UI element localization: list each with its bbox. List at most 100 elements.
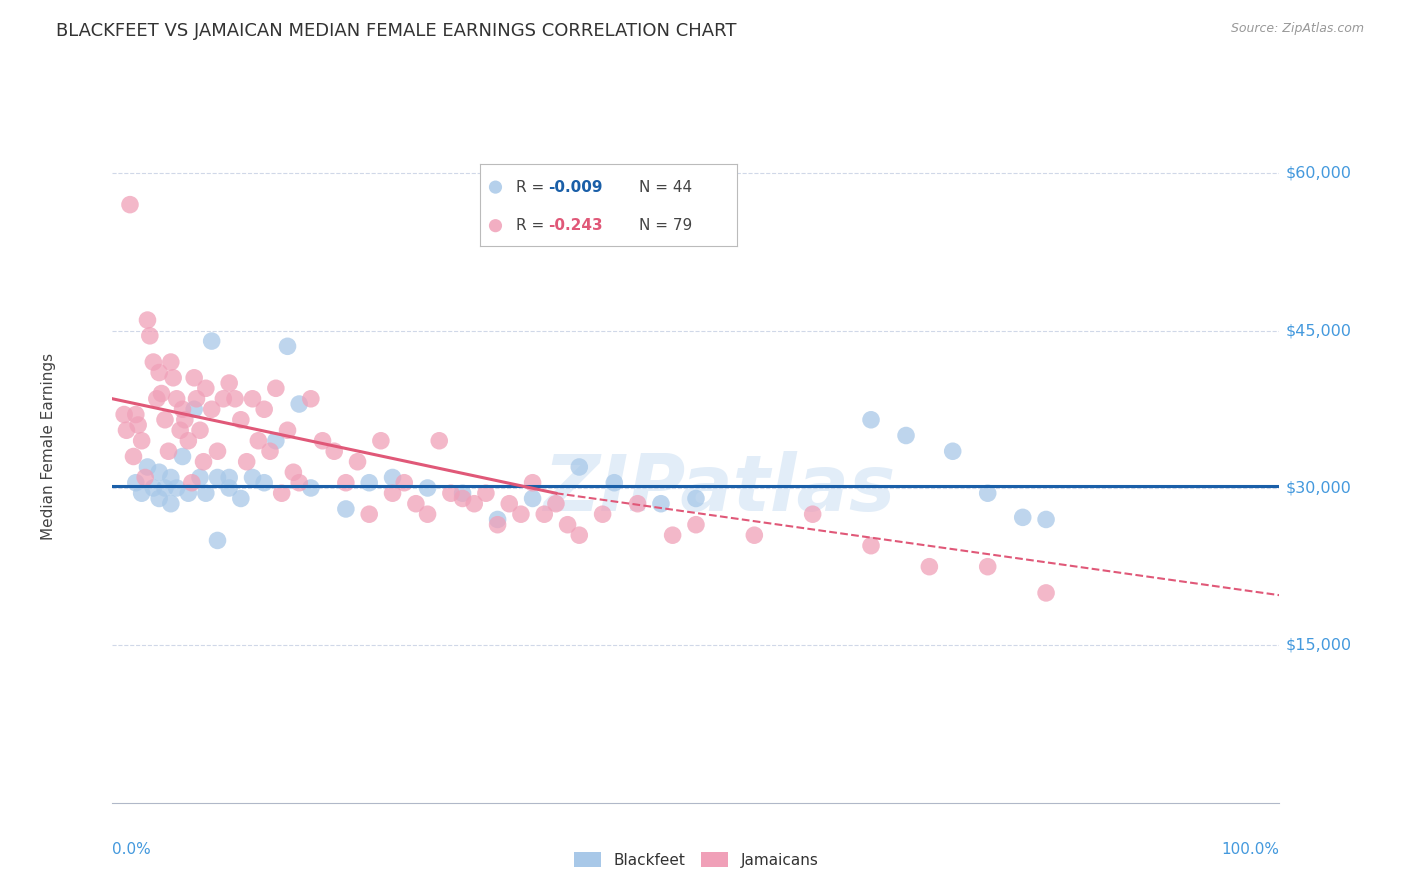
Point: [142, 355, 165, 369]
Point: [685, 491, 707, 506]
Point: [283, 465, 305, 479]
Point: [942, 444, 965, 458]
Point: [253, 402, 276, 417]
Point: [370, 434, 392, 448]
Point: [311, 434, 333, 448]
Point: [183, 371, 205, 385]
Text: N = 44: N = 44: [640, 179, 692, 194]
Point: [153, 481, 176, 495]
Point: [259, 444, 281, 458]
Point: [359, 475, 381, 490]
Point: [522, 475, 544, 490]
Point: [122, 450, 145, 464]
Text: BLACKFEET VS JAMAICAN MEDIAN FEMALE EARNINGS CORRELATION CHART: BLACKFEET VS JAMAICAN MEDIAN FEMALE EARN…: [56, 22, 737, 40]
Point: [118, 197, 141, 211]
Point: [207, 533, 229, 548]
Point: [127, 417, 149, 432]
Point: [346, 455, 368, 469]
Point: [177, 434, 200, 448]
Point: [568, 528, 591, 542]
Text: $45,000: $45,000: [1285, 323, 1351, 338]
Point: [160, 470, 183, 484]
Text: Source: ZipAtlas.com: Source: ZipAtlas.com: [1230, 22, 1364, 36]
Point: [484, 219, 506, 233]
Text: ZIPatlas: ZIPatlas: [543, 450, 896, 527]
Point: [522, 491, 544, 506]
Point: [180, 475, 202, 490]
Point: [627, 497, 650, 511]
Point: [136, 460, 159, 475]
Point: [131, 486, 153, 500]
Point: [242, 470, 264, 484]
Point: [405, 497, 427, 511]
Point: [894, 428, 917, 442]
Point: [335, 502, 357, 516]
Point: [253, 475, 276, 490]
Point: [742, 528, 765, 542]
Point: [235, 455, 257, 469]
Point: [463, 497, 485, 511]
Point: [193, 455, 215, 469]
Point: [270, 486, 292, 500]
Point: [381, 486, 404, 500]
Point: [148, 465, 170, 479]
Point: [264, 381, 287, 395]
Point: [229, 413, 252, 427]
Point: [160, 355, 183, 369]
Point: [212, 392, 235, 406]
Point: [299, 481, 322, 495]
Point: [139, 328, 162, 343]
Legend: Blackfeet, Jamaicans: Blackfeet, Jamaicans: [568, 846, 824, 873]
Point: [201, 334, 224, 348]
Point: [288, 475, 311, 490]
Point: [918, 559, 941, 574]
Point: [859, 539, 883, 553]
Point: [153, 413, 176, 427]
Point: [218, 481, 240, 495]
Point: [142, 481, 165, 495]
Point: [288, 397, 311, 411]
Text: Median Female Earnings: Median Female Earnings: [41, 352, 56, 540]
Text: -0.009: -0.009: [548, 179, 603, 194]
Point: [359, 507, 381, 521]
Point: [1035, 586, 1057, 600]
Point: [533, 507, 555, 521]
Point: [247, 434, 270, 448]
Text: R =: R =: [516, 179, 550, 194]
Point: [125, 475, 148, 490]
Point: [276, 423, 298, 437]
Point: [201, 402, 224, 417]
Point: [976, 559, 998, 574]
Text: $30,000: $30,000: [1285, 481, 1351, 495]
Point: [1035, 512, 1057, 526]
Point: [486, 512, 509, 526]
Text: 0.0%: 0.0%: [112, 842, 152, 857]
Point: [416, 481, 439, 495]
Point: [484, 180, 506, 194]
Point: [172, 402, 194, 417]
Point: [440, 486, 463, 500]
Point: [650, 497, 672, 511]
Point: [299, 392, 322, 406]
Point: [188, 470, 211, 484]
Point: [166, 481, 188, 495]
Point: [242, 392, 264, 406]
Point: [173, 413, 195, 427]
Point: [131, 434, 153, 448]
Point: [544, 497, 567, 511]
Point: [801, 507, 824, 521]
Point: [1011, 510, 1033, 524]
Point: [859, 413, 883, 427]
Point: [603, 475, 626, 490]
Point: [157, 444, 180, 458]
Point: [264, 434, 287, 448]
Point: [568, 460, 591, 475]
Point: [148, 491, 170, 506]
Point: [134, 470, 156, 484]
Point: [194, 486, 217, 500]
Point: [685, 517, 707, 532]
Point: [166, 392, 188, 406]
Point: [194, 381, 217, 395]
Point: [148, 366, 170, 380]
Point: [218, 376, 240, 390]
